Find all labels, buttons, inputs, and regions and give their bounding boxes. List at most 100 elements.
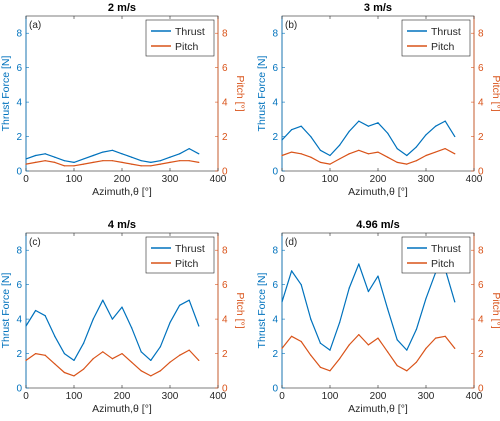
data-point-thrust [73, 161, 75, 163]
data-point-thrust [188, 299, 190, 301]
data-point-pitch [179, 160, 181, 162]
data-point-pitch [63, 165, 65, 167]
data-point-thrust [179, 304, 181, 306]
data-point-thrust [454, 301, 456, 303]
x-tick-label: 0 [23, 391, 29, 402]
x-tick-label: 100 [66, 174, 83, 185]
y-right-axis-label: Pitch [°] [490, 75, 500, 111]
data-point-pitch [435, 151, 437, 153]
data-point-pitch [406, 163, 408, 165]
data-point-thrust [63, 160, 65, 162]
data-point-pitch [377, 337, 379, 339]
data-point-thrust [406, 349, 408, 351]
data-point-thrust [121, 306, 123, 308]
x-tick-label: 0 [279, 391, 285, 402]
data-point-pitch [348, 153, 350, 155]
chart-panel-d: 4.96 m/s0 100 200 300 4000246802468Azimuth,θ… [256, 219, 500, 415]
data-point-pitch [159, 370, 161, 372]
y-right-tick-label: 2 [222, 132, 228, 143]
data-point-pitch [310, 354, 312, 356]
x-tick-label: 300 [418, 391, 435, 402]
data-point-thrust [415, 328, 417, 331]
y-left-tick-label: 2 [16, 349, 22, 360]
data-point-pitch [387, 351, 389, 353]
y-left-tick-label: 0 [16, 384, 22, 395]
data-point-pitch [348, 344, 350, 346]
series-line-pitch [25, 160, 199, 167]
data-point-thrust [329, 349, 331, 351]
data-point-thrust [377, 275, 379, 277]
legend-label-thrust: Thrust [175, 26, 205, 38]
data-point-pitch [188, 349, 190, 351]
data-point-thrust [425, 134, 427, 136]
series-line-thrust [25, 299, 200, 361]
data-point-thrust [444, 120, 446, 122]
data-point-thrust [281, 139, 283, 141]
data-point-thrust [44, 153, 46, 155]
data-point-thrust [300, 284, 302, 286]
data-point-pitch [121, 352, 123, 355]
series-line-thrust [281, 263, 456, 351]
y-right-axis-label: Pitch [°] [234, 292, 246, 328]
data-point-thrust [281, 301, 283, 303]
x-tick-label: 200 [370, 391, 387, 402]
data-point-thrust [35, 154, 37, 157]
y-left-tick-label: 6 [272, 280, 278, 291]
legend-box [401, 19, 471, 57]
legend-label-pitch: Pitch [431, 41, 455, 53]
data-point-pitch [131, 361, 133, 363]
x-tick-label: 200 [370, 174, 387, 185]
y-left-tick-label: 2 [272, 349, 278, 360]
y-left-axis-label: Thrust Force [N] [0, 55, 12, 131]
data-point-pitch [367, 153, 369, 155]
data-point-pitch [131, 163, 133, 165]
panel-label: (b) [285, 20, 297, 31]
data-point-thrust [25, 158, 27, 160]
x-tick-label: 200 [114, 391, 131, 402]
x-axis-label: Azimuth,θ [°] [92, 186, 152, 198]
y-left-tick-label: 6 [16, 63, 22, 74]
legend-box [145, 236, 215, 274]
data-point-thrust [111, 318, 113, 320]
y-right-tick-label: 2 [478, 349, 484, 360]
x-tick-label: 100 [322, 391, 339, 402]
y-right-tick-label: 0 [222, 384, 228, 395]
y-right-tick-label: 8 [222, 246, 228, 257]
chart-title: 4.96 m/s [356, 219, 399, 231]
data-point-thrust [159, 160, 161, 162]
data-point-thrust [198, 325, 200, 327]
data-point-thrust [377, 122, 379, 124]
chart-title: 4 m/s [108, 219, 136, 231]
data-point-thrust [310, 135, 312, 138]
legend: Thrust Pitch [401, 19, 471, 57]
y-left-tick-label: 6 [272, 63, 278, 74]
data-point-pitch [44, 160, 46, 162]
data-point-thrust [367, 290, 369, 293]
data-point-thrust [188, 148, 190, 150]
y-left-tick-label: 8 [16, 29, 22, 40]
data-point-thrust [121, 153, 123, 155]
data-point-pitch [140, 165, 142, 167]
data-point-pitch [291, 151, 293, 153]
data-point-pitch [188, 160, 190, 162]
x-tick-label: 400 [466, 391, 483, 402]
data-point-pitch [358, 149, 360, 151]
y-right-tick-label: 4 [222, 315, 228, 326]
data-point-pitch [435, 337, 437, 339]
data-point-pitch [35, 161, 37, 163]
y-left-tick-label: 0 [272, 384, 278, 395]
data-point-thrust [387, 308, 389, 310]
data-point-thrust [169, 156, 171, 158]
data-point-pitch [415, 361, 417, 363]
y-right-tick-label: 6 [222, 63, 228, 74]
data-point-thrust [44, 315, 46, 317]
data-point-pitch [358, 334, 360, 336]
data-point-pitch [92, 161, 94, 163]
x-tick-label: 0 [23, 174, 29, 185]
y-right-tick-label: 4 [222, 98, 228, 109]
y-left-tick-label: 4 [16, 98, 22, 109]
data-point-thrust [358, 263, 360, 265]
data-point-pitch [179, 354, 181, 356]
data-point-pitch [73, 165, 75, 167]
y-left-tick-label: 2 [272, 132, 278, 143]
